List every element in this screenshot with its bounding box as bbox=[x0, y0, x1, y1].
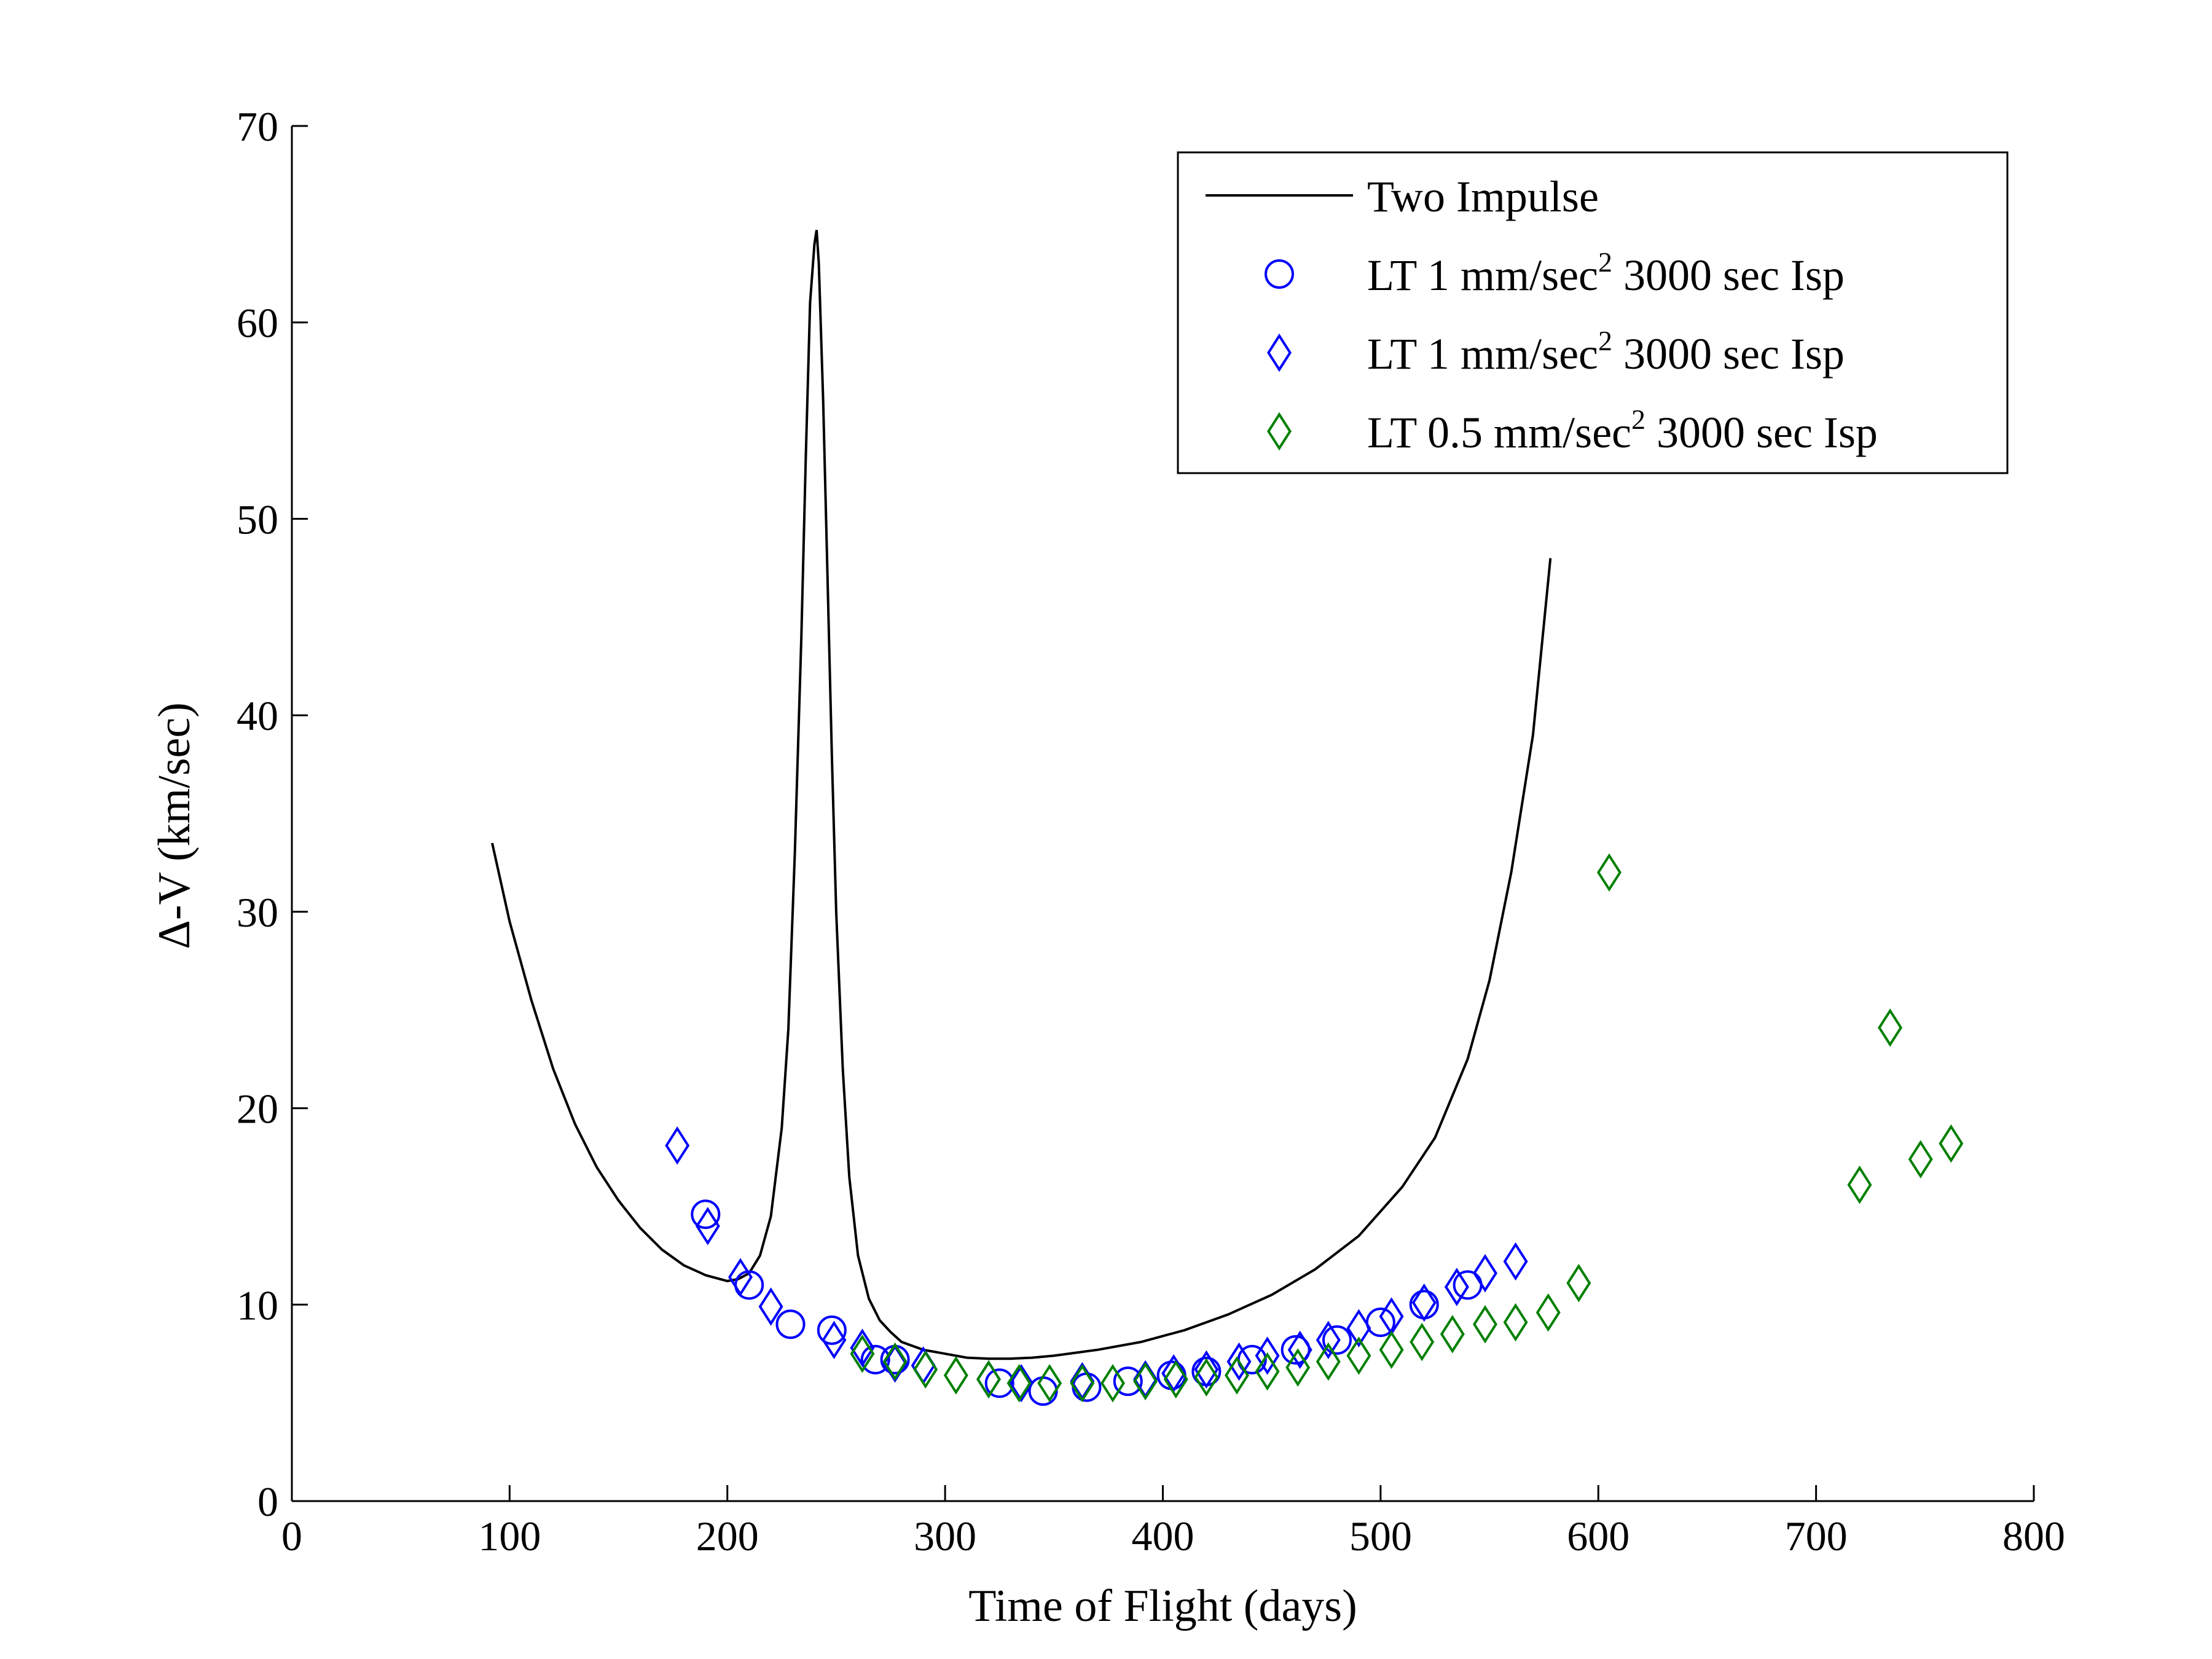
legend-marker-circle bbox=[1265, 259, 1294, 289]
data-point-diamond bbox=[1566, 1263, 1591, 1303]
data-point-diamond bbox=[1847, 1166, 1872, 1204]
data-point-diamond bbox=[1346, 1336, 1371, 1375]
y-tick-label: 70 bbox=[237, 103, 278, 150]
data-point-diamond bbox=[1596, 853, 1622, 892]
data-point-diamond bbox=[1379, 1330, 1404, 1370]
data-point-diamond bbox=[1194, 1350, 1219, 1389]
data-point-diamond bbox=[665, 1126, 690, 1165]
x-tick-label: 200 bbox=[696, 1513, 759, 1559]
ticks-layer: 0 100 200 300 400 500 600 700 800 0 10 20 30 40 50 60 70 bbox=[237, 103, 2065, 1559]
data-point-diamond bbox=[913, 1350, 938, 1389]
data-point-diamond bbox=[1535, 1293, 1561, 1332]
data-point-diamond bbox=[695, 1207, 720, 1245]
legend-label: LT 1 mm/sec2 3000 sec Isp bbox=[1367, 325, 1845, 378]
data-point-diamond bbox=[1225, 1356, 1249, 1395]
y-tick-label: 50 bbox=[237, 496, 278, 543]
legend-label: LT 1 mm/sec2 3000 sec Isp bbox=[1367, 246, 1845, 300]
y-tick-label: 60 bbox=[237, 300, 278, 347]
data-point-circle bbox=[1113, 1366, 1143, 1396]
data-point-diamond bbox=[1410, 1322, 1435, 1362]
data-point-circle bbox=[691, 1199, 721, 1230]
data-point-diamond bbox=[1878, 1008, 1903, 1047]
data-point-diamond bbox=[850, 1328, 875, 1367]
data-point-circle bbox=[775, 1309, 806, 1339]
data-point-circle bbox=[860, 1344, 890, 1375]
x-tick-label: 300 bbox=[914, 1513, 976, 1559]
data-point-diamond bbox=[1163, 1360, 1188, 1398]
data-point-diamond bbox=[1503, 1242, 1528, 1281]
x-tick-label: 400 bbox=[1132, 1513, 1194, 1559]
data-point-diamond bbox=[943, 1356, 968, 1395]
data-point-diamond bbox=[728, 1258, 753, 1296]
x-axis-label: Time of Flight (days) bbox=[968, 1581, 1357, 1631]
data-point-circle bbox=[817, 1315, 847, 1345]
data-point-diamond bbox=[1316, 1320, 1341, 1360]
data-point-diamond bbox=[882, 1342, 908, 1381]
data-point-diamond bbox=[1285, 1348, 1311, 1387]
y-tick-label: 40 bbox=[237, 692, 278, 739]
data-point-diamond bbox=[1226, 1342, 1252, 1381]
data-point-diamond bbox=[1100, 1363, 1125, 1403]
y-tick-label: 10 bbox=[237, 1282, 278, 1328]
x-tick-label: 100 bbox=[478, 1513, 541, 1559]
x-tick-label: 0 bbox=[281, 1513, 302, 1559]
data-point-diamond bbox=[1009, 1363, 1034, 1403]
data-point-diamond bbox=[1411, 1283, 1437, 1322]
data-point-diamond bbox=[1255, 1336, 1280, 1375]
x-tick-label: 500 bbox=[1349, 1513, 1412, 1559]
data-point-diamond bbox=[1161, 1354, 1186, 1393]
x-tick-label: 800 bbox=[2002, 1513, 2065, 1559]
legend-label: LT 0.5 mm/sec2 3000 sec Isp bbox=[1367, 404, 1878, 457]
y-tick-label: 30 bbox=[237, 889, 278, 936]
legend-marker-diamond bbox=[1267, 412, 1292, 451]
data-point-circle bbox=[984, 1368, 1014, 1398]
data-point-diamond bbox=[1444, 1268, 1469, 1306]
legend: Two Impulse LT 1 mm/sec2 3000 sec Isp LT 1… bbox=[1177, 151, 2009, 474]
x-tick-label: 700 bbox=[1785, 1513, 1848, 1559]
data-point-diamond bbox=[1503, 1303, 1528, 1342]
x-tick-label: 600 bbox=[1567, 1513, 1630, 1559]
data-point-diamond bbox=[822, 1320, 847, 1360]
legend-marker-diamond bbox=[1267, 333, 1292, 372]
data-point-diamond bbox=[1070, 1363, 1095, 1403]
data-point-diamond bbox=[1939, 1124, 1964, 1163]
data-point-diamond bbox=[1006, 1363, 1032, 1403]
data-point-circle bbox=[1281, 1335, 1311, 1365]
data-point-diamond bbox=[1037, 1363, 1062, 1403]
y-tick-label: 20 bbox=[237, 1086, 278, 1132]
data-point-diamond bbox=[758, 1287, 783, 1326]
data-point-diamond bbox=[1255, 1352, 1280, 1391]
data-point-diamond bbox=[1440, 1315, 1465, 1354]
data-point-diamond bbox=[1346, 1309, 1371, 1347]
data-point-diamond bbox=[1473, 1305, 1497, 1344]
data-layer bbox=[491, 230, 1964, 1406]
series-line-two-impulse bbox=[491, 230, 1552, 1360]
data-point-diamond bbox=[1316, 1342, 1341, 1381]
y-tick-label: 0 bbox=[257, 1478, 278, 1525]
data-point-diamond bbox=[1287, 1330, 1312, 1370]
series-3 bbox=[850, 853, 1964, 1403]
legend-label: Two Impulse bbox=[1367, 172, 1599, 221]
data-point-diamond bbox=[850, 1334, 875, 1373]
data-point-diamond bbox=[976, 1360, 1001, 1398]
data-point-circle bbox=[1322, 1325, 1352, 1355]
data-point-diamond bbox=[1473, 1253, 1497, 1293]
legend-box bbox=[1177, 151, 2009, 474]
data-point-diamond bbox=[1908, 1140, 1933, 1179]
data-point-diamond bbox=[1133, 1362, 1158, 1401]
series-0 bbox=[491, 230, 1552, 1360]
data-point-circle bbox=[1072, 1372, 1102, 1402]
data-point-diamond bbox=[1194, 1358, 1219, 1397]
y-axis-label: Δ-V (km/sec) bbox=[149, 702, 200, 949]
